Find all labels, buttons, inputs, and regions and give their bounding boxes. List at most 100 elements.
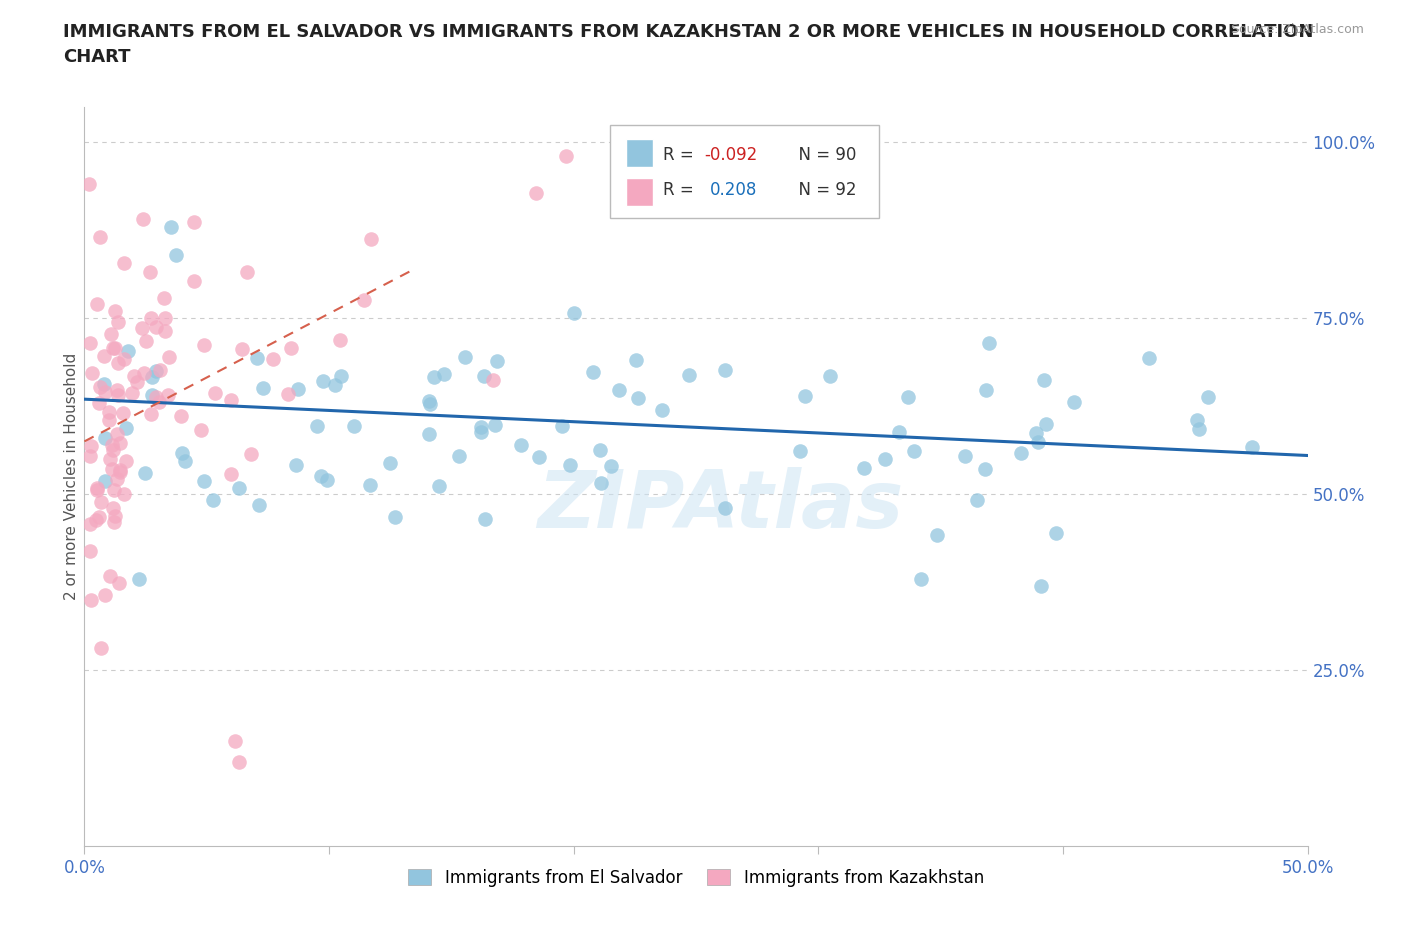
Point [910,571,932,586]
Point [713,363,735,378]
Point [1187,412,1209,427]
Point [247,498,270,512]
Point [90,494,112,509]
Point [100,326,122,341]
Text: N = 90: N = 90 [787,146,856,164]
Point [145,390,167,405]
Point [108,435,131,450]
Point [193,473,215,488]
Point [582,365,605,379]
Point [90,640,112,655]
Point [79,449,101,464]
Point [153,290,176,305]
Point [246,350,269,365]
Point [323,378,346,392]
Point [1035,417,1057,432]
Point [98,568,121,583]
Point [353,292,375,307]
Point [86,483,108,498]
Point [236,264,259,279]
Point [793,388,815,403]
Point [128,571,150,586]
Point [139,265,162,280]
Point [852,460,875,475]
Point [484,418,506,432]
Point [240,447,263,462]
Point [80,365,103,380]
Point [86,481,108,496]
Point [454,349,477,364]
Point [105,382,128,397]
Point [789,444,811,458]
Point [101,443,124,458]
Point [80,438,103,453]
Point [447,448,470,463]
Point [172,445,194,460]
Point [524,185,547,200]
Point [287,381,309,396]
Point [1137,351,1160,365]
Point [315,472,337,487]
Legend: Immigrants from El Salvador, Immigrants from Kazakhstan: Immigrants from El Salvador, Immigrants … [401,862,991,894]
Point [93,377,115,392]
Point [384,509,406,524]
Point [145,320,167,335]
Point [1063,394,1085,409]
Point [121,386,143,401]
Point [149,363,172,378]
Point [98,412,121,427]
Point [201,492,224,507]
Point [607,383,630,398]
Text: IMMIGRANTS FROM EL SALVADOR VS IMMIGRANTS FROM KAZAKHSTAN 2 OR MORE VEHICLES IN : IMMIGRANTS FROM EL SALVADOR VS IMMIGRANT… [63,23,1313,41]
Point [160,219,183,234]
Point [135,333,157,348]
Point [141,387,163,402]
Point [474,512,496,526]
Point [560,458,582,472]
Point [117,343,139,358]
Point [380,456,402,471]
Point [139,311,162,325]
FancyBboxPatch shape [610,126,880,218]
Point [125,375,148,390]
Point [329,332,352,347]
Point [115,421,138,436]
Point [107,388,129,403]
Text: N = 92: N = 92 [787,181,856,199]
Point [193,338,215,352]
Point [79,335,101,350]
Point [97,405,120,419]
Point [112,405,135,420]
Point [98,451,121,466]
Point [134,465,156,480]
Point [87,395,110,410]
Bar [626,140,654,167]
Point [1026,435,1049,450]
Point [108,465,131,480]
Point [165,247,187,262]
Point [903,444,925,458]
Text: R =: R = [664,146,699,164]
Point [277,386,299,401]
Point [224,733,246,748]
Point [280,340,302,355]
Point [170,409,193,424]
Point [89,230,111,245]
Point [132,211,155,226]
Point [419,396,441,411]
Point [651,403,673,418]
Point [627,391,650,405]
Point [93,431,115,445]
Point [231,341,253,356]
Point [89,379,111,394]
Point [105,472,128,486]
Text: ZIPAtlas: ZIPAtlas [537,467,904,545]
Point [108,463,131,478]
Point [713,500,735,515]
Point [103,340,125,355]
Point [105,427,128,442]
Point [966,492,988,507]
Point [418,393,440,408]
Point [183,273,205,288]
Point [155,324,177,339]
